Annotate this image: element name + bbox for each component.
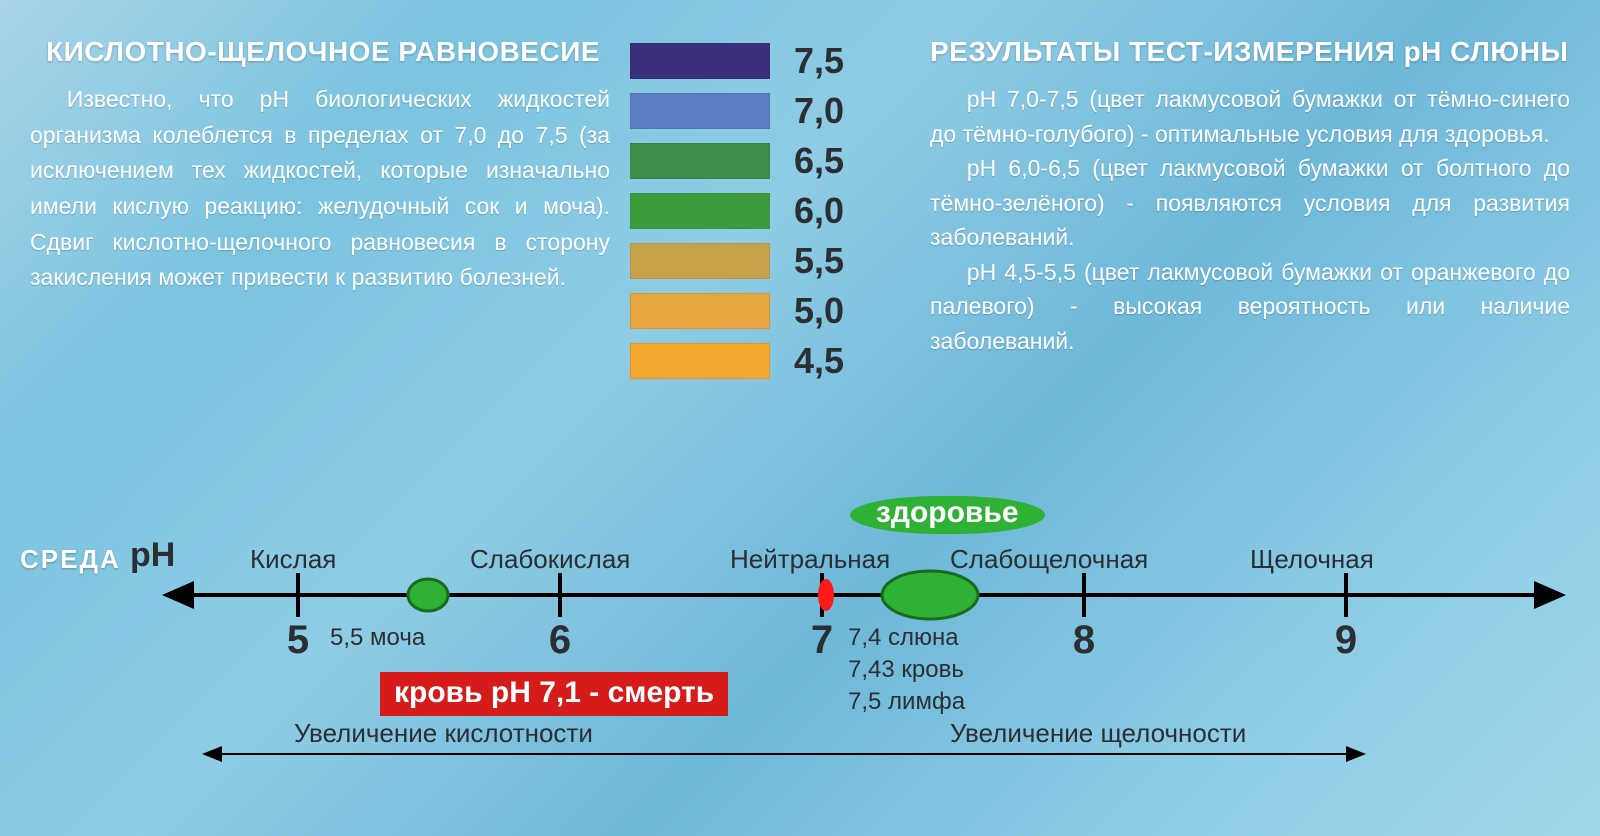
body-balance: Известно, что рН биологических жидкостей… [30,82,610,296]
ph-axis-diagram: СРЕДА pH КислаяСлабокислаяНейтральнаяСла… [20,500,1580,810]
health-badge: здоровье [850,496,1045,534]
scale-value: 5,5 [794,240,844,282]
tick-number: 9 [1335,618,1357,663]
fluid-lymph: 7,5 лимфа [848,688,965,716]
fluid-blood: 7,43 кровь [848,656,964,684]
col-saliva-results: РЕЗУЛЬТАТЫ ТЕСТ-ИЗМЕРЕНИЯ рН СЛЮНЫ рН 7,… [930,36,1570,386]
scale-value: 5,0 [794,290,844,332]
scale-row: 5,5 [630,236,910,286]
scale-row: 6,5 [630,136,910,186]
scale-swatch [630,143,770,179]
tick-number: 5 [287,618,309,663]
fluid-saliva: 7,4 слюна [848,624,959,652]
results-p2: рН 6,0-6,5 (цвет лакмусовой бумажки от б… [930,151,1570,255]
scale-row: 7,0 [630,86,910,136]
scale-row: 6,0 [630,186,910,236]
title-balance: КИСЛОТНО-ЩЕЛОЧНОЕ РАВНОВЕСИЕ [30,36,610,68]
tick-number: 8 [1073,618,1095,663]
scale-swatch [630,343,770,379]
tick-number: 7 [811,618,833,663]
scale-row: 4,5 [630,336,910,386]
top-region: КИСЛОТНО-ЩЕЛОЧНОЕ РАВНОВЕСИЕ Известно, ч… [30,36,1570,386]
scale-swatch [630,293,770,329]
scale-swatch [630,93,770,129]
scale-value: 6,0 [794,190,844,232]
scale-value: 7,5 [794,40,844,82]
scale-value: 4,5 [794,340,844,382]
scale-value: 6,5 [794,140,844,182]
tick-number: 6 [549,618,571,663]
fluid-urine: 5,5 моча [330,624,425,652]
scale-swatch [630,43,770,79]
sub-arrow-right-label: Увеличение щелочности [950,718,1246,749]
scale-swatch [630,243,770,279]
results-p1: рН 7,0-7,5 (цвет лакмусовой бумажки от т… [930,82,1570,151]
sub-arrow-left-label: Увеличение кислотности [294,718,593,749]
tick-numbers: 5 6 7 8 9 [20,500,1580,810]
death-banner: кровь рН 7,1 - смерть [380,672,728,716]
scale-row: 7,5 [630,36,910,86]
ph-color-scale: 7,5 7,0 6,5 6,0 5,5 5,0 4,5 [630,36,910,386]
results-p3: рН 4,5-5,5 (цвет лакмусовой бумажки от о… [930,255,1570,359]
title-results: РЕЗУЛЬТАТЫ ТЕСТ-ИЗМЕРЕНИЯ рН СЛЮНЫ [930,36,1570,68]
scale-row: 5,0 [630,286,910,336]
col-acid-base-balance: КИСЛОТНО-ЩЕЛОЧНОЕ РАВНОВЕСИЕ Известно, ч… [30,36,610,386]
scale-value: 7,0 [794,90,844,132]
scale-swatch [630,193,770,229]
